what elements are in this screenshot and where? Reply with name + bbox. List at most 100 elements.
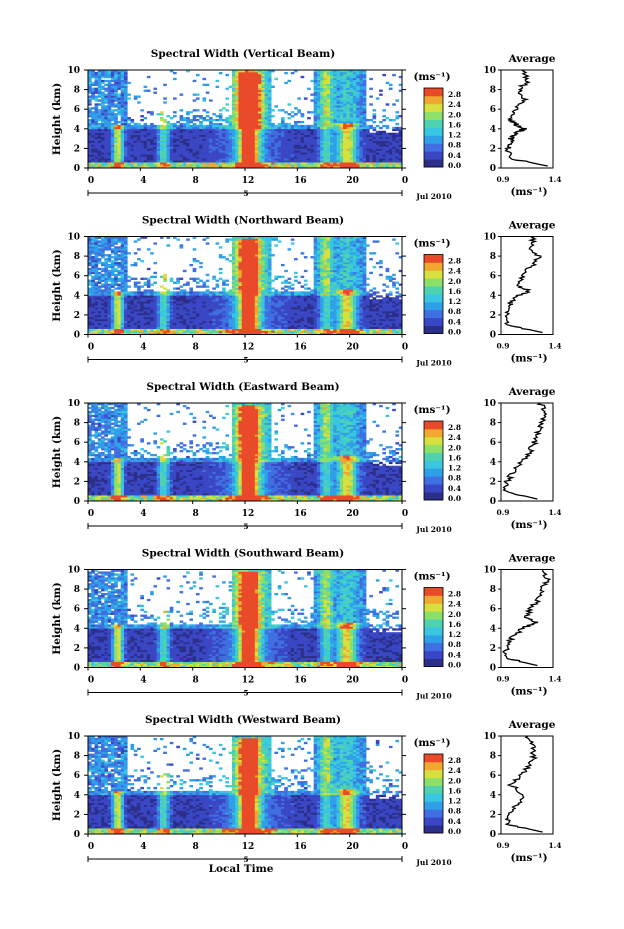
x-tick-label: 0	[402, 343, 408, 353]
y-tick-label: 2	[74, 311, 80, 321]
average-x-tick-label: 1.4	[548, 841, 561, 850]
average-frame	[500, 69, 554, 169]
x-tick-label: 0	[402, 176, 408, 186]
average-profile: Average 0 2 4 6 8 10 0.9 1.4(ms⁻¹)	[483, 719, 561, 864]
average-y-tick-label: 2	[490, 144, 496, 154]
colorbar: (ms⁻¹)0.00.40.81.21.62.02.42.8	[413, 71, 461, 170]
average-profile: Average 0 2 4 6 8 10 0.9 1.4(ms⁻¹)	[483, 553, 561, 698]
average-title: Average	[508, 386, 556, 398]
colorbar-tick-label: 2.8	[448, 756, 461, 765]
colorbar-segment	[424, 476, 443, 485]
y-tick-label: 6	[74, 605, 80, 615]
x-tick-label: 20	[346, 343, 359, 353]
y-tick-label: 0	[74, 497, 80, 507]
colorbar: (ms⁻¹)0.00.40.81.21.62.02.42.8	[413, 238, 461, 337]
average-y-tick-label: 0	[490, 664, 496, 674]
y-tick-label: 2	[74, 810, 80, 820]
colorbar-tick-label: 1.6	[448, 620, 461, 629]
average-x-tick-label: 1.4	[548, 675, 561, 684]
colorbar-segment	[424, 301, 443, 311]
colorbar-tick-label: 0.0	[448, 328, 461, 337]
x-tick-label: 4	[140, 176, 146, 186]
panel-title: Spectral Width (Northward Beam)	[142, 215, 344, 227]
x-tick-label: 8	[193, 509, 199, 519]
colorbar-tick-label: 1.2	[448, 630, 461, 639]
colorbar-unit: (ms⁻¹)	[413, 404, 450, 416]
average-x-tick-label: 0.9	[496, 175, 509, 184]
y-axis-label: Height (km)	[51, 83, 63, 155]
colorbar-tick-label: 0.0	[448, 827, 461, 836]
colorbar-tick-label: 0.8	[448, 474, 461, 483]
y-axis-label: Height (km)	[51, 582, 63, 654]
average-profile-line	[502, 402, 548, 500]
average-unit: (ms⁻¹)	[510, 686, 547, 698]
average-y-tick-label: 2	[490, 311, 496, 321]
colorbar-segment	[424, 627, 443, 636]
x-tick-label: 0	[88, 343, 94, 353]
heatmap-image	[88, 569, 403, 668]
average-y-tick-label: 0	[490, 830, 496, 840]
y-tick-label: 2	[74, 644, 80, 654]
colorbar-segment	[424, 658, 443, 667]
y-axis-label: Height (km)	[51, 249, 63, 321]
colorbar-tick-label: 1.2	[448, 464, 461, 473]
average-x-tick-label: 1.4	[548, 342, 561, 351]
y-tick-label: 8	[74, 252, 80, 262]
date-label: Jul 2010	[415, 525, 451, 534]
y-tick-label: 8	[74, 86, 80, 96]
colorbar-tick-label: 0.8	[448, 807, 461, 816]
average-profile: Average 0 2 4 6 8 10 0.9 1.4(ms⁻¹)	[483, 53, 561, 198]
y-tick-label: 2	[74, 477, 80, 487]
average-y-tick-label: 2	[490, 644, 496, 654]
average-title: Average	[508, 553, 556, 565]
average-profile: Average 0 2 4 6 8 10 0.9 1.4(ms⁻¹)	[483, 386, 561, 531]
x-tick-label: 0	[88, 842, 94, 852]
panel-1: Spectral Width (Vertical Beam) 0 2 4 6 8 10 Hei…	[51, 48, 562, 201]
panel-5: Spectral Width (Westward Beam) 0 2 4 6 8 10 Hei…	[51, 714, 562, 867]
y-tick-label: 4	[74, 125, 80, 135]
y-tick-label: 4	[74, 458, 80, 468]
colorbar-segment	[424, 428, 443, 438]
colorbar-segment	[424, 159, 443, 168]
average-title: Average	[508, 220, 556, 232]
panel-title: Spectral Width (Southward Beam)	[142, 548, 344, 560]
colorbar-segment	[424, 825, 443, 834]
x-tick-label: 0	[88, 509, 94, 519]
average-y-tick-label: 8	[490, 752, 496, 762]
colorbar-segment	[424, 809, 443, 818]
average-y-tick-label: 6	[490, 605, 496, 615]
colorbar-segment	[424, 421, 443, 430]
average-y-tick-label: 0	[490, 331, 496, 341]
colorbar-tick-label: 1.6	[448, 453, 461, 462]
date-label: Jul 2010	[415, 192, 451, 201]
colorbar: (ms⁻¹)0.00.40.81.21.62.02.42.8	[413, 404, 461, 503]
panel-title: Spectral Width (Vertical Beam)	[151, 48, 335, 60]
average-y-tick-label: 10	[483, 566, 496, 576]
y-tick-label: 6	[74, 771, 80, 781]
y-tick-label: 8	[74, 752, 80, 762]
x-tick-label: 12	[242, 509, 255, 519]
average-y-tick-label: 4	[490, 624, 496, 634]
colorbar-tick-label: 0.4	[448, 151, 461, 160]
colorbar-tick-label: 0.4	[448, 317, 461, 326]
colorbar-tick-label: 0.0	[448, 494, 461, 503]
colorbar-frame	[423, 254, 444, 334]
average-profile-line	[504, 235, 543, 334]
average-y-tick-label: 0	[490, 497, 496, 507]
y-tick-label: 0	[74, 164, 80, 174]
x-tick-label: 8	[193, 842, 199, 852]
colorbar-tick-label: 2.0	[448, 277, 461, 286]
colorbar-tick-label: 1.2	[448, 297, 461, 306]
heatmap-image	[88, 236, 403, 335]
colorbar-tick-label: 1.6	[448, 287, 461, 296]
colorbar-tick-label: 0.8	[448, 640, 461, 649]
x-tick-label: 12	[242, 343, 255, 353]
colorbar-tick-label: 2.8	[448, 90, 461, 99]
panel-2: Spectral Width (Northward Beam) 0 2 4 6 8 10 He…	[51, 215, 562, 368]
colorbar-tick-label: 2.4	[448, 600, 461, 609]
average-x-tick-label: 0.9	[496, 841, 509, 850]
x-tick-label: 16	[294, 176, 307, 186]
average-y-tick-label: 0	[490, 164, 496, 174]
average-x-tick-label: 0.9	[496, 675, 509, 684]
average-x-tick-label: 1.4	[548, 175, 561, 184]
